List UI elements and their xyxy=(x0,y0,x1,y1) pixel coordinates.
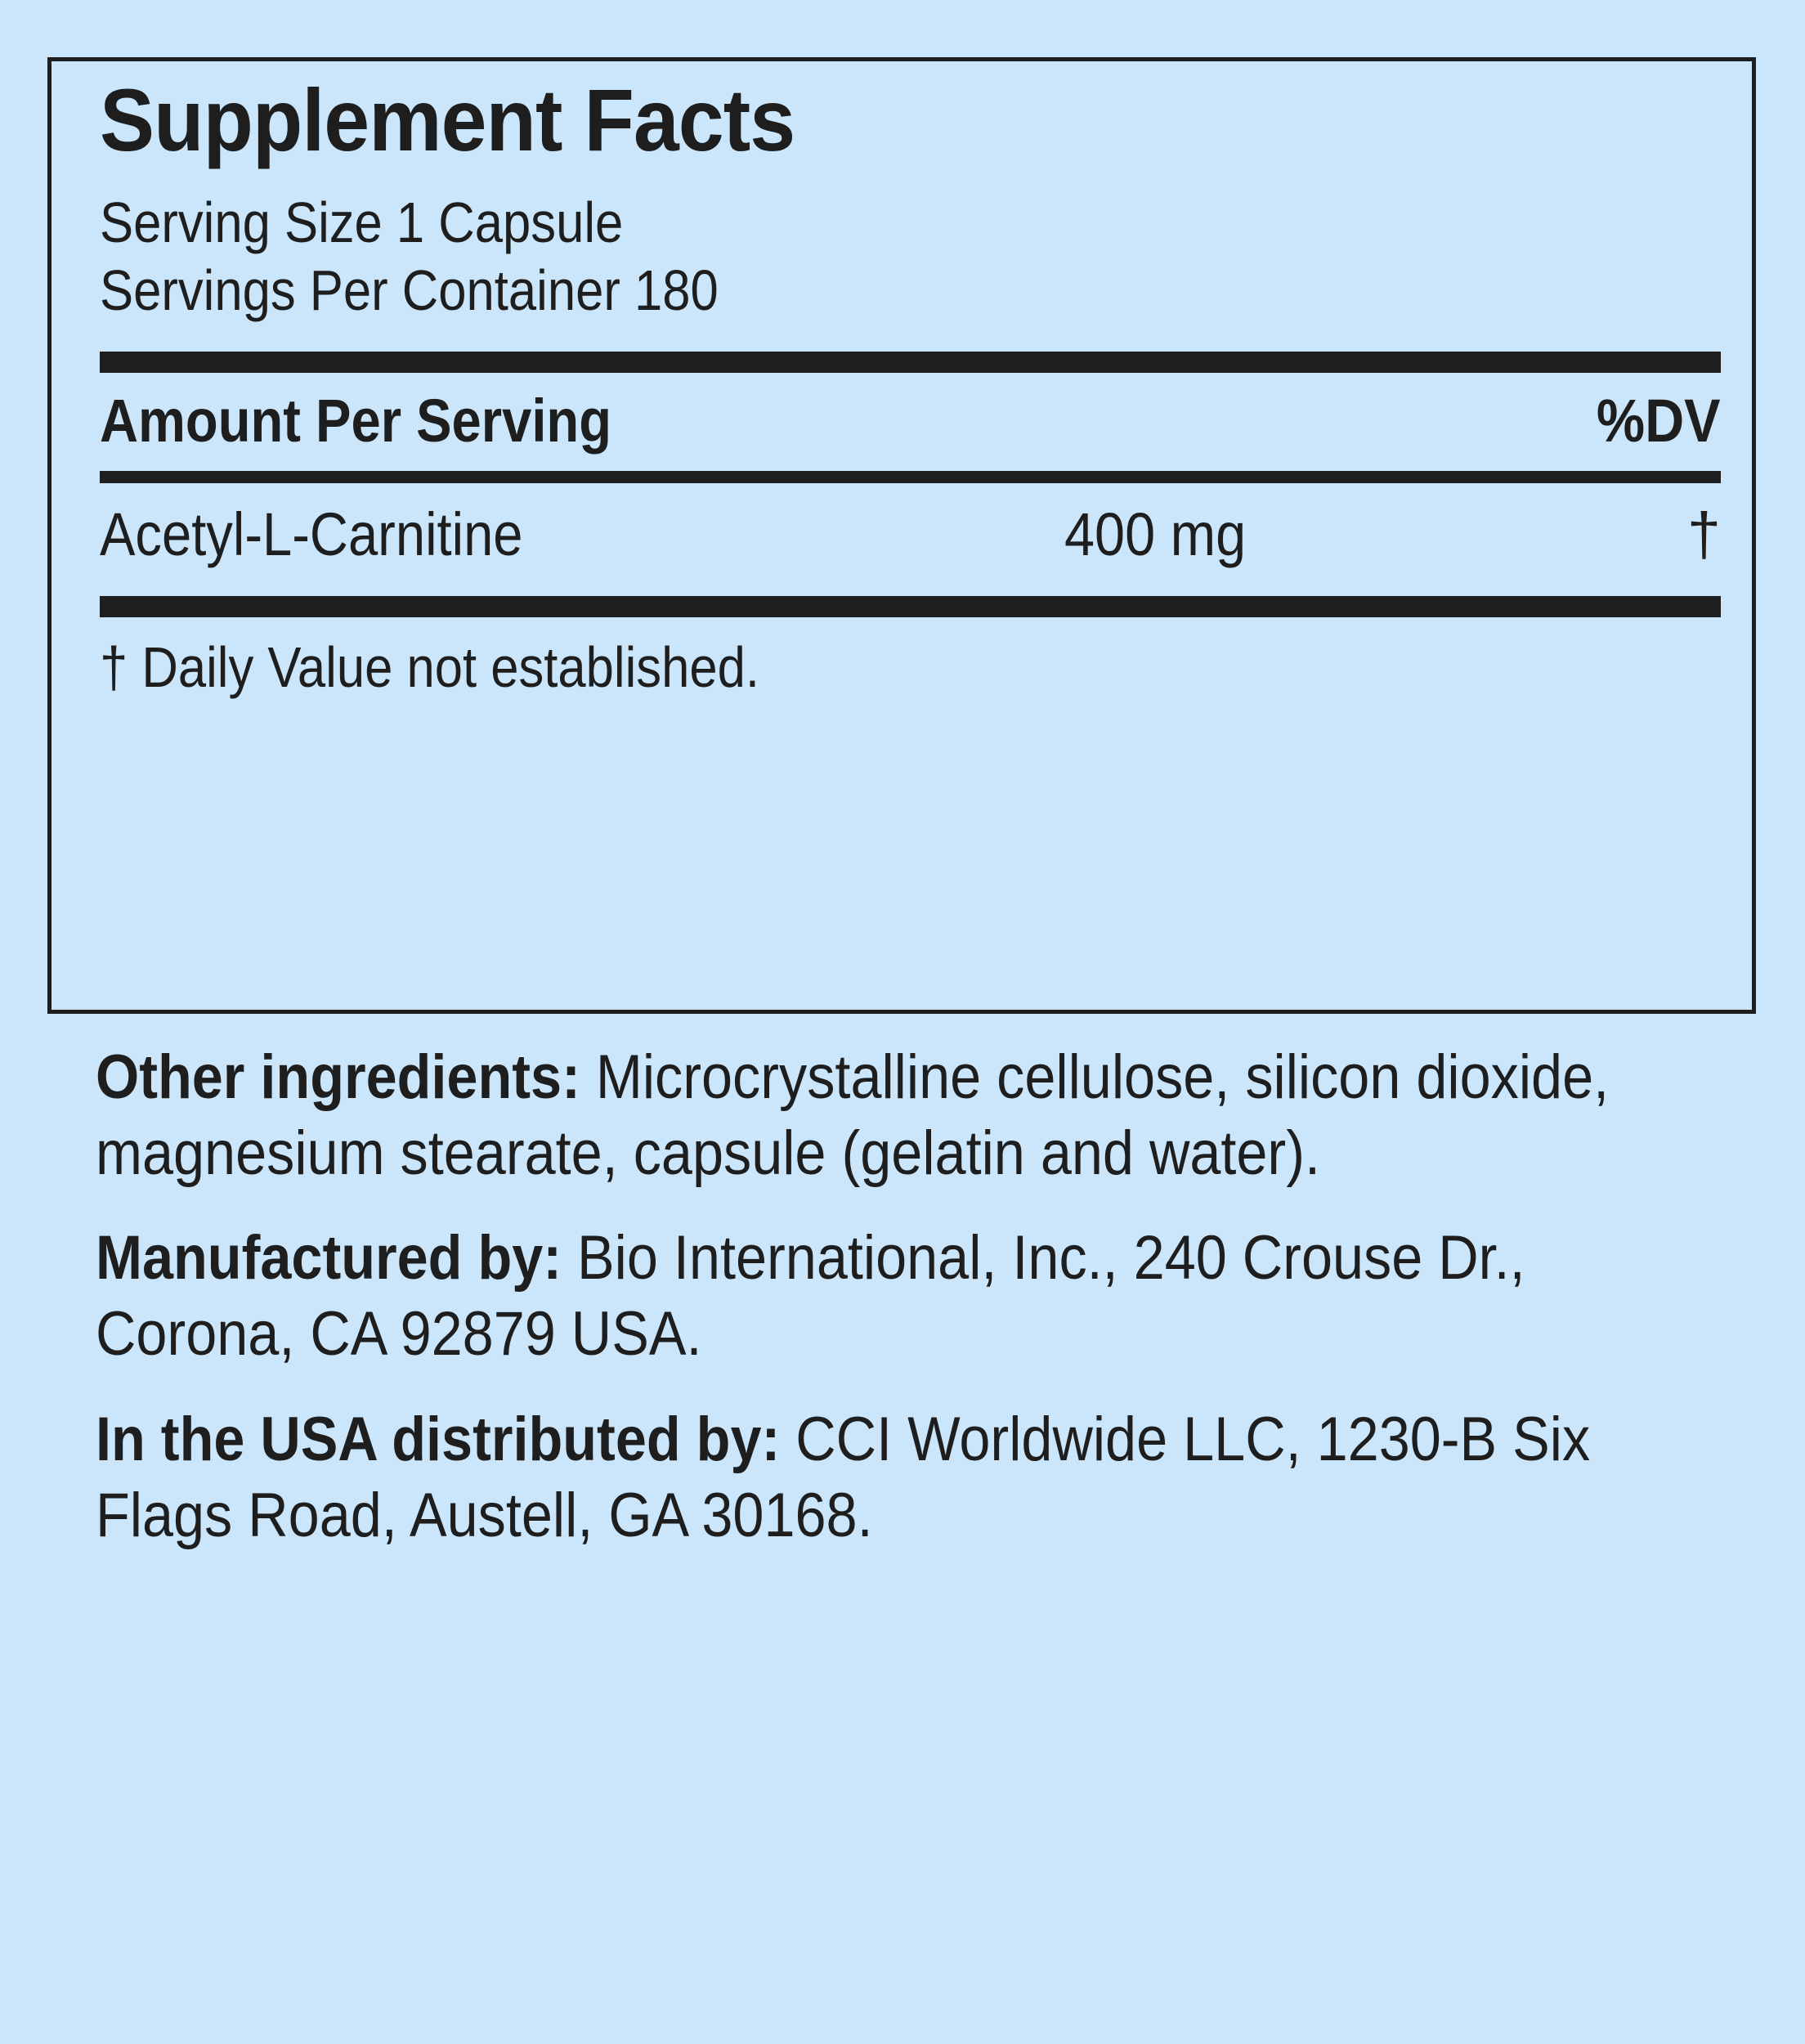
daily-value-footnote: † Daily Value not established. xyxy=(100,635,760,700)
manufactured-by-text: Bio International, Inc., 240 Crouse Dr.,… xyxy=(96,1223,1525,1369)
rule-thin-middle xyxy=(100,471,1721,484)
page-title: Supplement Facts xyxy=(100,70,795,169)
other-ingredients-text: Microcrystalline cellulose, silicon diox… xyxy=(96,1042,1610,1188)
other-ingredients-paragraph: Other ingredients: Microcrystalline cell… xyxy=(96,1040,1714,1191)
distributed-by-paragraph: In the USA distributed by: CCI Worldwide… xyxy=(96,1402,1714,1553)
label-footer-text: Other ingredients: Microcrystalline cell… xyxy=(96,1040,1739,1553)
supplement-facts-panel: Supplement Facts Serving Size 1 Capsule … xyxy=(47,57,1756,1014)
supplement-facts-content: Supplement Facts Serving Size 1 Capsule … xyxy=(100,61,1721,696)
serving-size-line: Serving Size 1 Capsule xyxy=(100,191,624,254)
manufactured-by-label: Manufactured by: xyxy=(96,1223,562,1293)
manufactured-by-paragraph: Manufactured by: Bio International, Inc.… xyxy=(96,1221,1714,1372)
ingredient-amount: 400 mg xyxy=(1064,500,1247,569)
table-header-row: Amount Per Serving %DV xyxy=(100,391,1721,451)
servings-per-container-line: Servings Per Container 180 xyxy=(100,258,719,322)
serving-info: Serving Size 1 Capsule Servings Per Cont… xyxy=(100,189,1721,324)
amount-per-serving-header: Amount Per Serving xyxy=(100,387,611,455)
distributed-by-label: In the USA distributed by: xyxy=(96,1404,781,1474)
rule-thick-top xyxy=(100,352,1721,374)
other-ingredients-label: Other ingredients: xyxy=(96,1042,580,1112)
table-row: Acetyl-L-Carnitine 400 mg † xyxy=(100,504,1721,573)
percent-dv-header: %DV xyxy=(1597,387,1721,455)
rule-thick-bottom xyxy=(100,596,1721,618)
ingredient-name: Acetyl-L-Carnitine xyxy=(100,500,523,569)
distributed-by-text: CCI Worldwide LLC, 1230-B Six Flags Road… xyxy=(96,1404,1591,1550)
ingredient-dv-dagger: † xyxy=(1686,500,1721,569)
